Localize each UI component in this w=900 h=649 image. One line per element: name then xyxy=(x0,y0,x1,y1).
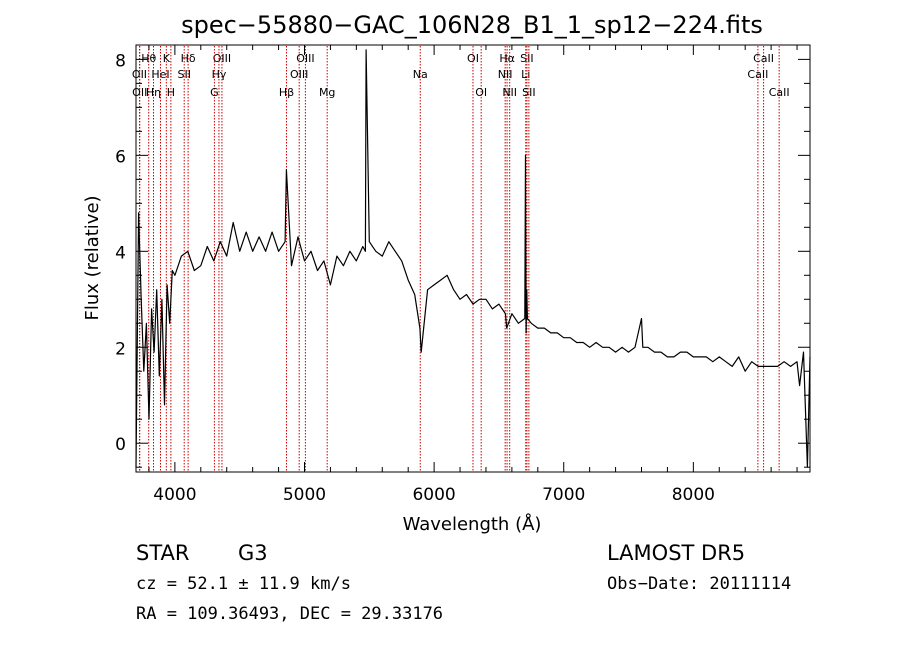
spectral-line-label: OIII xyxy=(290,68,308,81)
spectrum-line xyxy=(135,49,811,468)
y-tick-label: 2 xyxy=(115,339,126,359)
spectral-line-label: Na xyxy=(413,68,428,81)
redshift-label: cz = 52.1 ± 11.9 km/s xyxy=(136,574,351,594)
x-tick-label: 7000 xyxy=(542,485,585,505)
y-tick-label: 0 xyxy=(115,435,126,455)
spectral-line-label: SII xyxy=(520,52,533,65)
spectral-line-label: Hδ xyxy=(181,52,196,65)
obs-date-label: Obs−Date: 20111114 xyxy=(607,574,791,594)
x-tick-label: 8000 xyxy=(672,485,715,505)
x-tick-label: 5000 xyxy=(283,485,326,505)
spectral-line-label: OIII xyxy=(213,52,231,65)
spectral-line-label: H xyxy=(167,86,175,99)
spectral-line-label: OI xyxy=(467,52,479,65)
spectral-line-label: Mg xyxy=(319,86,335,99)
spectral-line-label: HeI xyxy=(151,68,169,81)
spectral-line-label: Hθ xyxy=(141,52,156,65)
spectral-line-label: NII xyxy=(502,86,517,99)
axis-ticks: 4000 5000 6000 7000 8000 0 2 4 6 8 xyxy=(115,45,810,505)
spectral-line-label: G xyxy=(210,86,219,99)
spectral-line-label: SII xyxy=(522,86,535,99)
plot-frame xyxy=(135,44,811,473)
spectral-line-label: CaII xyxy=(769,86,790,99)
x-tick-label: 4000 xyxy=(153,485,196,505)
y-tick-label: 4 xyxy=(115,243,126,263)
spectral-line-label: OI xyxy=(475,86,487,99)
spectral-line-label: CaII xyxy=(747,68,768,81)
y-axis-label: Flux (relative) xyxy=(82,195,103,320)
spectral-line-label: SII xyxy=(177,68,190,81)
x-axis-label: Wavelength (Å) xyxy=(403,513,542,535)
spectrum-series xyxy=(135,49,811,468)
coordinates-label: RA = 109.36493, DEC = 29.33176 xyxy=(136,604,443,624)
spectral-line-label: NII xyxy=(498,68,513,81)
y-tick-label: 6 xyxy=(115,147,126,167)
chart-title: spec−55880−GAC_106N28_B1_1_sp12−224.fits xyxy=(181,11,763,39)
spectral-line-label: Hβ xyxy=(279,86,294,99)
spectral-line-label: Hα xyxy=(499,52,515,65)
x-tick-label: 6000 xyxy=(412,485,455,505)
class-label: STAR xyxy=(136,541,189,565)
spectral-line-label: Hη xyxy=(146,86,161,99)
subclass-label: G3 xyxy=(238,541,268,565)
spectral-line-label: K xyxy=(163,52,171,65)
spectral-line-label: Hγ xyxy=(212,68,227,81)
spectral-line-label: Li xyxy=(521,68,530,81)
spectral-line-label: CaII xyxy=(753,52,774,65)
y-tick-label: 8 xyxy=(115,51,126,71)
spectral-line-label: OIII xyxy=(296,52,314,65)
survey-label: LAMOST DR5 xyxy=(607,541,745,565)
